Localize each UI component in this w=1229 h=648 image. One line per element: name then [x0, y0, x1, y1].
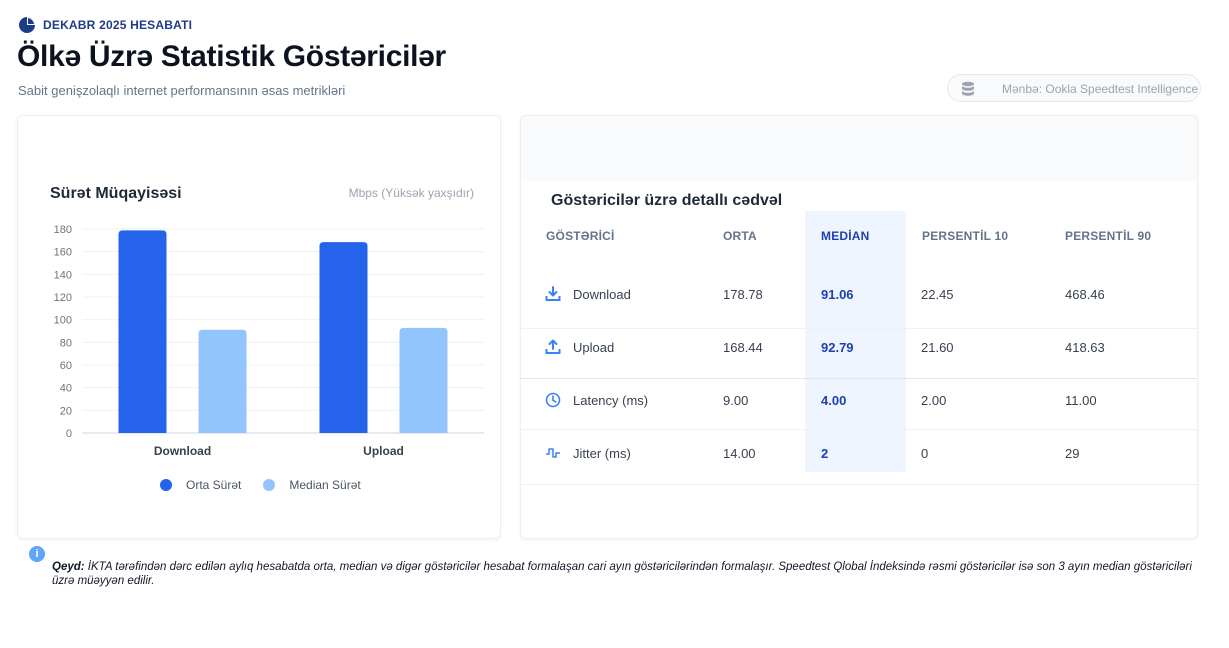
- row-median: 2: [821, 446, 829, 461]
- bar-upload-orta: [319, 242, 368, 433]
- source-text: Mənbə: Ookla Speedtest Intelligence: [1002, 82, 1199, 96]
- legend-swatch-orta: [160, 479, 172, 491]
- row-median: 92.79: [821, 340, 854, 355]
- row-label: Download: [573, 287, 631, 302]
- details-table-card: Göstəricilər üzrə detallı cədvəl GÖSTƏRİ…: [520, 115, 1198, 539]
- x-tick-label: Download: [154, 444, 211, 458]
- y-tick-label: 180: [54, 224, 72, 236]
- row-p90: 29: [1065, 446, 1080, 461]
- speed-chart-card: Sürət Müqayisəsi Mbps (Yüksək yaxşıdır) …: [17, 115, 501, 539]
- row-divider: [521, 328, 1197, 329]
- legend-label-median: Median Sürət: [289, 478, 361, 492]
- page-title: Ölkə Üzrə Statistik Göstəricilər: [17, 40, 446, 73]
- row-p10: 0: [921, 446, 929, 461]
- y-tick-label: 140: [54, 269, 72, 281]
- row-orta: 168.44: [723, 340, 763, 355]
- y-tick-label: 120: [54, 292, 72, 304]
- row-divider: [521, 484, 1197, 485]
- row-label: Latency (ms): [573, 393, 649, 408]
- row-label: Upload: [573, 340, 615, 355]
- row-divider: [521, 378, 1197, 379]
- chart-legend: Orta Sürət Median Sürət: [160, 478, 383, 492]
- table-row-upload: Upload 168.44 92.79 21.60 418.63: [521, 323, 1197, 373]
- clock-icon: [545, 392, 561, 408]
- report-tag-label: DEKABR 2025 HESABATI: [43, 18, 193, 32]
- pie-chart-icon: [19, 17, 35, 33]
- bar-download-median: [198, 329, 247, 433]
- legend-swatch-median: [263, 479, 276, 491]
- col-header-indicator: GÖSTƏRİCİ: [546, 229, 615, 243]
- legend-item-orta[interactable]: Orta Sürət: [160, 478, 241, 492]
- table-title: Göstəricilər üzrə detallı cədvəl: [551, 192, 783, 209]
- bar-upload-median: [399, 327, 448, 433]
- row-orta: 14.00: [723, 446, 756, 461]
- row-median: 91.06: [821, 287, 854, 302]
- bar-chart: 0 20 40 60 80 100 120 140 160 180 Download Upload: [54, 224, 484, 458]
- report-tag: DEKABR 2025 HESABATI: [18, 16, 192, 34]
- median-column-highlight: [805, 211, 906, 472]
- row-p10: 22.45: [921, 287, 954, 302]
- y-tick-label: 20: [60, 405, 72, 417]
- row-orta: 178.78: [723, 287, 763, 302]
- table-row-jitter: Jitter (ms) 14.00 2 0 29: [521, 429, 1197, 479]
- row-p90: 418.63: [1065, 340, 1105, 355]
- database-icon: [962, 81, 974, 96]
- y-tick-label: 80: [60, 337, 72, 349]
- col-header-median: MEDİAN: [821, 229, 870, 243]
- page-subtitle: Sabit genişzolaqlı internet performansın…: [18, 83, 346, 98]
- y-tick-label: 60: [60, 360, 72, 372]
- col-header-orta: ORTA: [723, 229, 757, 243]
- row-p90: 468.46: [1065, 287, 1105, 302]
- source-badge: Mənbə: Ookla Speedtest Intelligence: [947, 74, 1201, 102]
- upload-icon: [545, 339, 561, 354]
- y-tick-label: 40: [60, 383, 72, 395]
- info-icon: i: [29, 546, 45, 562]
- y-tick-label: 100: [54, 315, 72, 327]
- x-tick-label: Upload: [363, 444, 404, 458]
- footnote: Qeyd: İKTA tərəfindən dərc edilən aylıq …: [52, 560, 1202, 588]
- row-orta: 9.00: [723, 393, 749, 408]
- col-header-p90: PERSENTİL 90: [1065, 229, 1152, 243]
- y-tick-label: 0: [66, 428, 72, 440]
- download-icon: [545, 286, 561, 301]
- legend-label-orta: Orta Sürət: [186, 478, 242, 492]
- footnote-text: İKTA tərəfindən dərc edilən aylıq hesaba…: [52, 561, 1192, 587]
- table-row-latency: Latency (ms) 9.00 4.00 2.00 11.00: [521, 376, 1197, 426]
- footnote-label: Qeyd:: [52, 561, 85, 573]
- row-label: Jitter (ms): [573, 446, 631, 461]
- row-median: 4.00: [821, 393, 847, 408]
- row-p90: 11.00: [1065, 393, 1097, 408]
- row-divider: [521, 429, 1197, 430]
- table-row-download: Download 178.78 91.06 22.45 468.46: [521, 270, 1197, 320]
- col-header-p10: PERSENTİL 10: [922, 229, 1009, 243]
- row-p10: 2.00: [921, 393, 947, 408]
- legend-item-median[interactable]: Median Sürət: [263, 478, 361, 492]
- chart-title: Sürət Müqayisəsi: [50, 185, 182, 202]
- chart-unit: Mbps (Yüksək yaxşıdır): [348, 186, 474, 200]
- table-header-band: [521, 116, 1197, 181]
- pulse-icon: [546, 448, 560, 458]
- bar-download-orta: [118, 230, 167, 433]
- y-tick-label: 160: [54, 247, 72, 259]
- row-p10: 21.60: [921, 340, 954, 355]
